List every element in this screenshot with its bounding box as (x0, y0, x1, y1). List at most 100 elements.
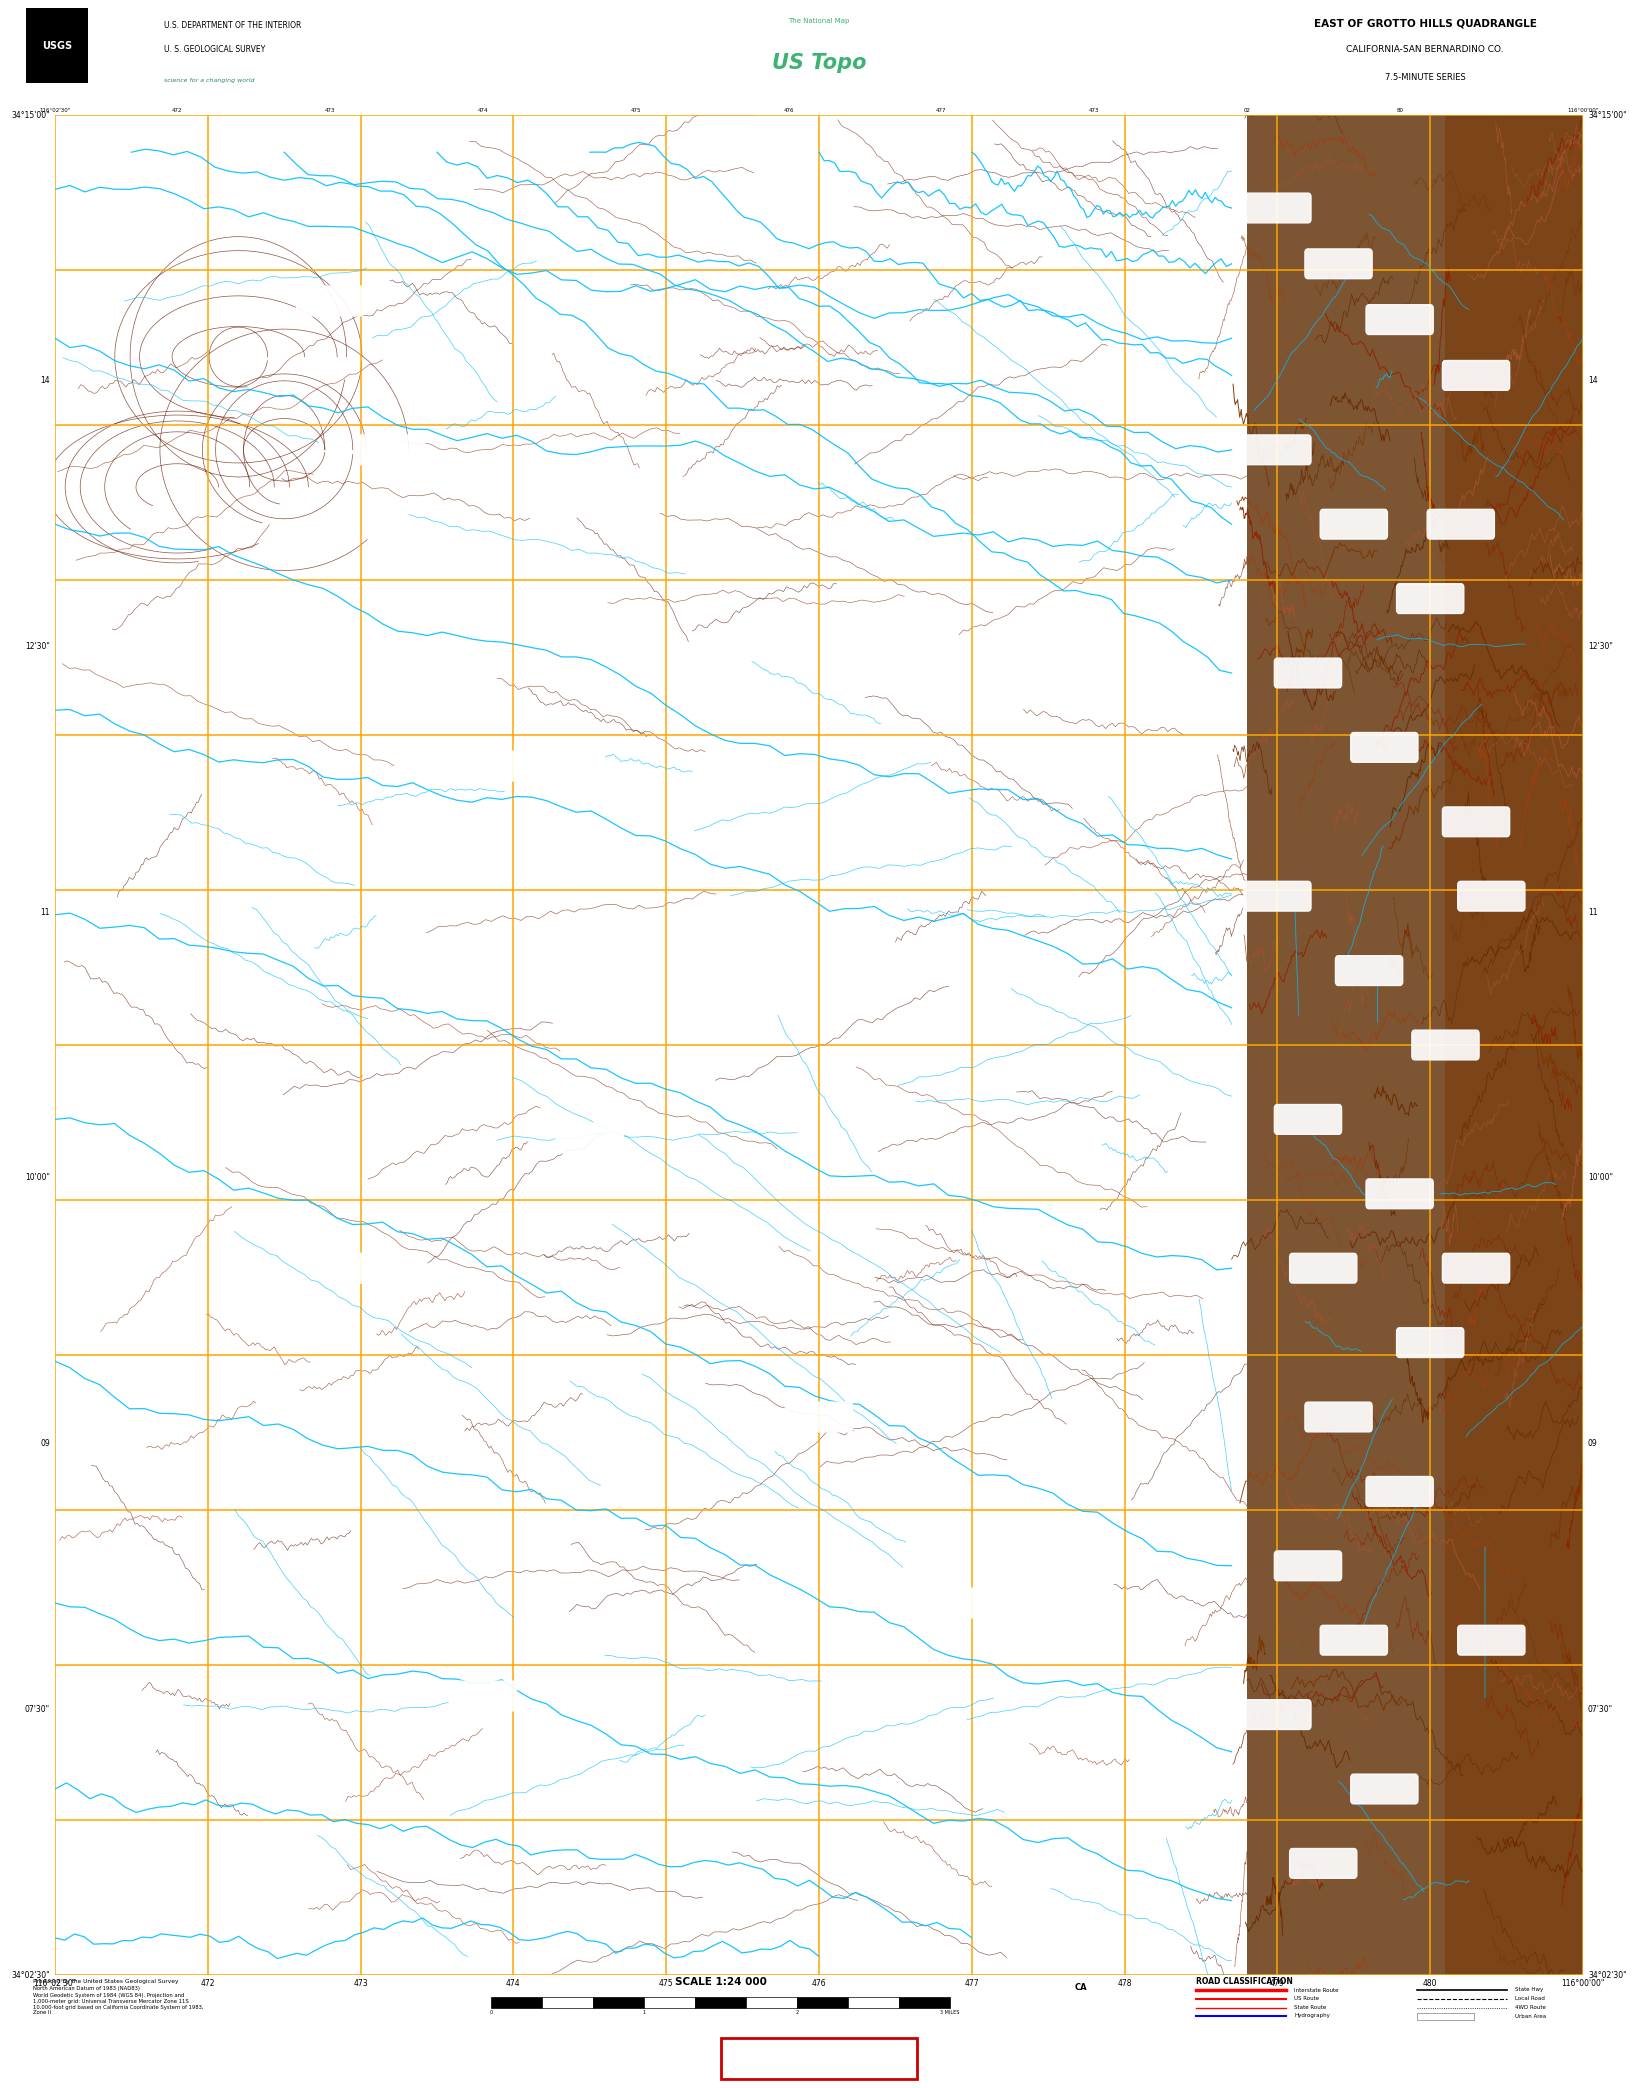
Text: 116°00'00": 116°00'00" (1568, 109, 1599, 113)
Text: 34°15'00": 34°15'00" (11, 111, 51, 119)
Bar (899, 1996, 950, 2007)
Bar (695, 1996, 747, 2007)
Text: 0: 0 (490, 2009, 493, 2015)
Text: US Topo: US Topo (771, 54, 867, 73)
Text: 473: 473 (324, 109, 336, 113)
Text: 4WD Route: 4WD Route (1515, 2004, 1546, 2011)
Text: 116°02'30": 116°02'30" (39, 109, 70, 113)
Text: 478: 478 (1117, 1979, 1132, 1988)
FancyBboxPatch shape (1243, 192, 1310, 223)
FancyBboxPatch shape (1305, 1403, 1373, 1432)
FancyBboxPatch shape (480, 752, 547, 781)
Text: 09: 09 (1587, 1439, 1597, 1447)
Text: 477: 477 (935, 109, 947, 113)
Text: 116°02'30": 116°02'30" (33, 1979, 77, 1988)
FancyBboxPatch shape (1351, 733, 1419, 762)
Text: SCALE 1:24 000: SCALE 1:24 000 (675, 1977, 767, 1988)
FancyBboxPatch shape (1427, 509, 1494, 539)
FancyBboxPatch shape (1274, 658, 1342, 687)
Text: 12'30": 12'30" (25, 643, 51, 651)
Text: 80: 80 (1396, 109, 1404, 113)
Text: State Hwy: State Hwy (1515, 1988, 1543, 1992)
FancyBboxPatch shape (785, 1403, 853, 1432)
FancyBboxPatch shape (1443, 1253, 1510, 1284)
Bar (1247, 115, 1582, 1975)
Text: USGS: USGS (41, 33, 88, 48)
Text: 474: 474 (506, 1979, 521, 1988)
Text: 476: 476 (812, 1979, 826, 1988)
Text: 10,000-foot grid based on California Coordinate System of 1983,: 10,000-foot grid based on California Coo… (33, 2004, 203, 2009)
FancyBboxPatch shape (1366, 1180, 1433, 1209)
Text: 14: 14 (41, 376, 51, 386)
Text: ROAD CLASSIFICATION: ROAD CLASSIFICATION (1196, 1977, 1292, 1986)
Text: CA: CA (1075, 1984, 1088, 1992)
Text: 09: 09 (41, 1439, 51, 1447)
Bar (593, 1996, 644, 2007)
FancyBboxPatch shape (1274, 1551, 1342, 1581)
Text: 116°00'00": 116°00'00" (1561, 1979, 1605, 1988)
FancyBboxPatch shape (251, 620, 318, 651)
Text: 14: 14 (1587, 376, 1597, 386)
Text: 1: 1 (642, 2009, 645, 2015)
FancyBboxPatch shape (1243, 434, 1310, 466)
Text: US Route: US Route (1294, 1996, 1319, 2002)
Text: U.S. DEPARTMENT OF THE INTERIOR: U.S. DEPARTMENT OF THE INTERIOR (164, 21, 301, 29)
FancyBboxPatch shape (1243, 1700, 1310, 1729)
Text: 34°02'30": 34°02'30" (11, 1971, 51, 1979)
Text: USGS: USGS (43, 42, 72, 50)
Text: 480: 480 (1423, 1979, 1438, 1988)
FancyBboxPatch shape (296, 286, 364, 315)
FancyBboxPatch shape (557, 1123, 624, 1153)
FancyBboxPatch shape (357, 434, 424, 466)
Bar (848, 1996, 899, 2007)
Text: 473: 473 (1089, 109, 1099, 113)
Text: The National Map: The National Map (788, 17, 850, 23)
Text: 472: 472 (200, 1979, 215, 1988)
FancyBboxPatch shape (1335, 956, 1402, 986)
Text: 477: 477 (965, 1979, 980, 1988)
Text: 10'00": 10'00" (1587, 1173, 1613, 1182)
Text: 475: 475 (658, 1979, 673, 1988)
Text: Hydrography: Hydrography (1294, 2013, 1330, 2019)
Bar (644, 1996, 695, 2007)
Text: 10'00": 10'00" (25, 1173, 51, 1182)
Bar (798, 1996, 848, 2007)
Bar (491, 1996, 542, 2007)
FancyBboxPatch shape (1366, 1476, 1433, 1505)
Text: Interstate Route: Interstate Route (1294, 1988, 1338, 1992)
Text: 07'30": 07'30" (1587, 1704, 1613, 1714)
FancyBboxPatch shape (1412, 1029, 1479, 1061)
FancyBboxPatch shape (1351, 1775, 1419, 1804)
Text: North American Datum of 1983 (NAD83): North American Datum of 1983 (NAD83) (33, 1986, 139, 1992)
Bar (1445, 115, 1582, 1975)
FancyBboxPatch shape (449, 1681, 516, 1710)
Text: CALIFORNIA-SAN BERNARDINO CO.: CALIFORNIA-SAN BERNARDINO CO. (1346, 46, 1504, 54)
FancyBboxPatch shape (1458, 1624, 1525, 1656)
FancyBboxPatch shape (1397, 585, 1464, 614)
FancyBboxPatch shape (1243, 881, 1310, 910)
Text: 475: 475 (631, 109, 640, 113)
Text: 3 MILES: 3 MILES (940, 2009, 960, 2015)
FancyBboxPatch shape (1320, 1624, 1387, 1656)
Text: 2: 2 (796, 2009, 799, 2015)
Text: 34°02'30": 34°02'30" (1587, 1971, 1627, 1979)
FancyBboxPatch shape (939, 1589, 1006, 1618)
Bar (747, 1996, 798, 2007)
Text: Produced by the United States Geological Survey: Produced by the United States Geological… (33, 1979, 179, 1984)
Text: 473: 473 (354, 1979, 369, 1988)
Text: U. S. GEOLOGICAL SURVEY: U. S. GEOLOGICAL SURVEY (164, 46, 265, 54)
Text: 12'30": 12'30" (1587, 643, 1613, 651)
Bar (26, 8, 88, 84)
FancyBboxPatch shape (1305, 248, 1373, 278)
Text: science for a changing world: science for a changing world (164, 77, 254, 84)
FancyBboxPatch shape (328, 1253, 395, 1284)
FancyBboxPatch shape (1289, 1848, 1356, 1879)
Text: 11: 11 (1587, 908, 1597, 917)
Text: Zone II: Zone II (33, 2011, 51, 2015)
Text: 479: 479 (1269, 1979, 1284, 1988)
Text: 7.5-MINUTE SERIES: 7.5-MINUTE SERIES (1384, 73, 1466, 81)
Text: 02: 02 (1243, 109, 1250, 113)
FancyBboxPatch shape (1458, 881, 1525, 910)
FancyBboxPatch shape (1366, 305, 1433, 334)
FancyBboxPatch shape (1274, 1105, 1342, 1134)
